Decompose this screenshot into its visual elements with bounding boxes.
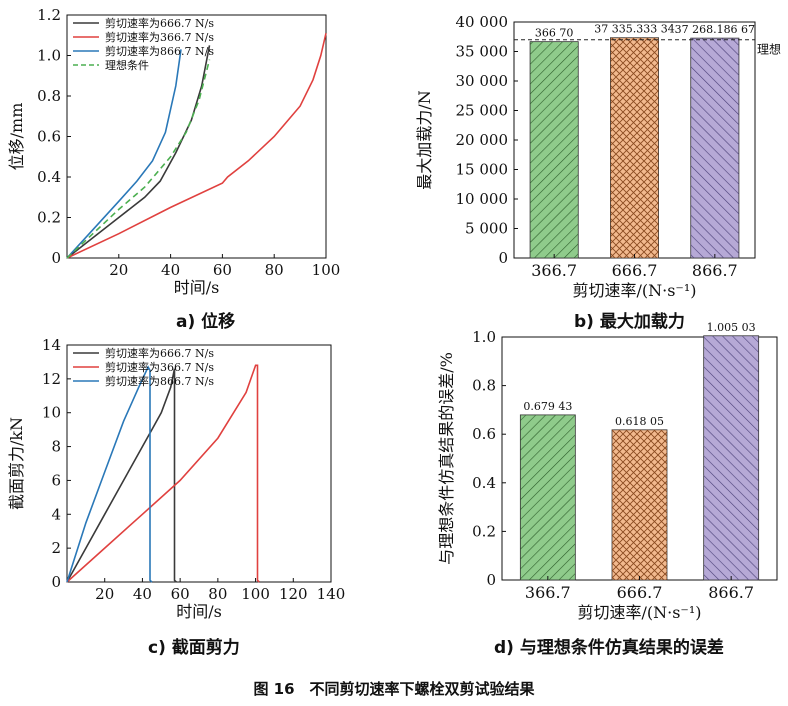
legend-label-2: 剪切速率为366.7 N/s xyxy=(105,360,214,374)
bar-value-label: 0.679 43 xyxy=(523,400,572,413)
y-tick-label: 12 xyxy=(42,370,61,388)
y-tick-label: 0.2 xyxy=(37,209,61,227)
bar-hatch-366.7 xyxy=(520,414,576,580)
bar-value-label: 366 70 xyxy=(535,27,574,40)
bar-hatch-366.7 xyxy=(530,41,579,258)
x-tick-label: 866.7 xyxy=(692,261,738,280)
panel-c-shear-force-chart: 0 2 4 6 8 10 12 14 20 40 60 80 100 120 140 时间/s 截面剪力/kN 剪… xyxy=(7,336,345,621)
y-tick-label: 1.0 xyxy=(472,328,496,346)
legend-label-3: 剪切速率为866.7 N/s xyxy=(105,374,214,388)
x-tick-label: 666.7 xyxy=(617,583,663,602)
y-tick-label: 15 000 xyxy=(456,161,509,179)
y-tick-label: 25 000 xyxy=(456,102,509,120)
x-tick-label: 666.7 xyxy=(612,261,658,280)
y-tick-label: 30 000 xyxy=(456,72,509,90)
y-tick-label: 35 000 xyxy=(456,43,509,61)
bar-hatch-866.7 xyxy=(690,38,739,258)
x-tick-label: 366.7 xyxy=(525,583,571,602)
bar-value-label: 37 268.186 67 xyxy=(675,23,755,36)
y-tick-label: 1.0 xyxy=(37,47,61,65)
panel-b-max-load-chart: 0 5 000 10 000 15 000 20 000 25 000 30 000 35 0… xyxy=(415,13,781,300)
panel-d-caption: d) 与理想条件仿真结果的误差 xyxy=(494,638,724,658)
series-line-2 xyxy=(66,364,260,583)
x-axis-label: 剪切速率/(N·s⁻¹) xyxy=(572,281,696,300)
x-tick-label: 60 xyxy=(213,261,232,279)
x-tick-label: 80 xyxy=(208,585,227,603)
bar-value-label: 0.618 05 xyxy=(615,415,664,428)
bar-value-label: 37 335.333 34 xyxy=(594,23,674,36)
x-tick-label: 40 xyxy=(133,585,152,603)
y-tick-label: 0.2 xyxy=(472,522,496,540)
y-axis-label: 截面剪力/kN xyxy=(7,417,26,510)
series-line-4 xyxy=(66,59,211,259)
y-tick-label: 10 xyxy=(42,404,61,422)
x-tick-label: 100 xyxy=(241,585,270,603)
y-axis-label: 与理想条件仿真结果的误差/% xyxy=(437,352,456,565)
legend-label-1: 剪切速率为666.7 N/s xyxy=(105,346,214,360)
panel-d-error-chart: 0 0.2 0.4 0.6 0.8 1.0 0.679 43 366.7 0.618 05 666… xyxy=(437,321,778,622)
x-tick-label: 20 xyxy=(95,585,114,603)
legend-label-1: 剪切速率为666.7 N/s xyxy=(105,16,214,30)
x-axis-label: 剪切速率/(N·s⁻¹) xyxy=(577,603,701,622)
x-tick-label: 100 xyxy=(312,261,341,279)
x-tick-label: 40 xyxy=(161,261,180,279)
series-line-3 xyxy=(66,365,153,583)
x-axis-label: 时间/s xyxy=(176,602,222,621)
y-tick-label: 20 000 xyxy=(456,131,509,149)
y-tick-label: 0.6 xyxy=(472,425,496,443)
series-line-2 xyxy=(66,33,327,259)
y-tick-label: 0.8 xyxy=(37,87,61,105)
y-tick-label: 0 xyxy=(51,573,61,591)
y-tick-label: 6 xyxy=(51,471,61,489)
y-tick-label: 0 xyxy=(51,249,61,267)
series-line-3 xyxy=(66,49,182,259)
x-tick-label: 80 xyxy=(265,261,284,279)
legend-label-3: 剪切速率为866.7 N/s xyxy=(105,44,214,58)
y-axis-label: 位移/mm xyxy=(7,103,26,171)
panel-a-displacement-chart: 0 0.2 0.4 0.6 0.8 1.0 1.2 20 40 60 80 100 时间/s 位移/mm 剪… xyxy=(7,6,340,297)
bar-value-label: 1.005 03 xyxy=(707,321,756,334)
series-line-1 xyxy=(66,45,211,259)
figure-caption: 图 16 不同剪切速率下螺栓双剪试验结果 xyxy=(253,680,535,698)
bar-hatch-666.7 xyxy=(610,37,659,259)
y-tick-label: 0 xyxy=(498,249,508,267)
x-tick-label: 366.7 xyxy=(531,261,577,280)
panel-c-caption: c) 截面剪力 xyxy=(148,638,240,658)
y-tick-label: 0.4 xyxy=(472,474,496,492)
legend-label-4: 理想条件 xyxy=(105,58,149,72)
y-tick-label: 2 xyxy=(51,539,61,557)
y-tick-label: 0 xyxy=(486,571,496,589)
y-tick-label: 0.6 xyxy=(37,128,61,146)
bar-hatch-866.7 xyxy=(703,335,759,580)
x-tick-label: 20 xyxy=(109,261,128,279)
x-tick-label: 60 xyxy=(171,585,190,603)
y-tick-label: 0.8 xyxy=(472,377,496,395)
plot-frame xyxy=(66,344,332,583)
y-tick-label: 5 000 xyxy=(465,220,508,238)
legend-label-2: 剪切速率为366.7 N/s xyxy=(105,30,214,44)
bar-hatch-666.7 xyxy=(612,429,667,580)
y-tick-label: 0.4 xyxy=(37,168,61,186)
series-line-1 xyxy=(66,368,177,583)
x-tick-label: 866.7 xyxy=(708,583,754,602)
y-tick-label: 8 xyxy=(51,438,61,456)
y-tick-label: 4 xyxy=(51,505,61,523)
y-tick-label: 40 000 xyxy=(456,13,509,31)
panel-a-caption: a) 位移 xyxy=(176,312,236,332)
y-tick-label: 14 xyxy=(42,336,61,354)
x-tick-label: 140 xyxy=(317,585,346,603)
x-tick-label: 120 xyxy=(279,585,308,603)
y-tick-label: 10 000 xyxy=(456,190,509,208)
y-axis-label: 最大加载力/N xyxy=(415,90,434,189)
panel-b-caption: b) 最大加载力 xyxy=(574,312,685,332)
reference-line-label: 理想 xyxy=(757,42,781,57)
x-axis-label: 时间/s xyxy=(174,278,220,297)
y-tick-label: 1.2 xyxy=(37,6,61,24)
